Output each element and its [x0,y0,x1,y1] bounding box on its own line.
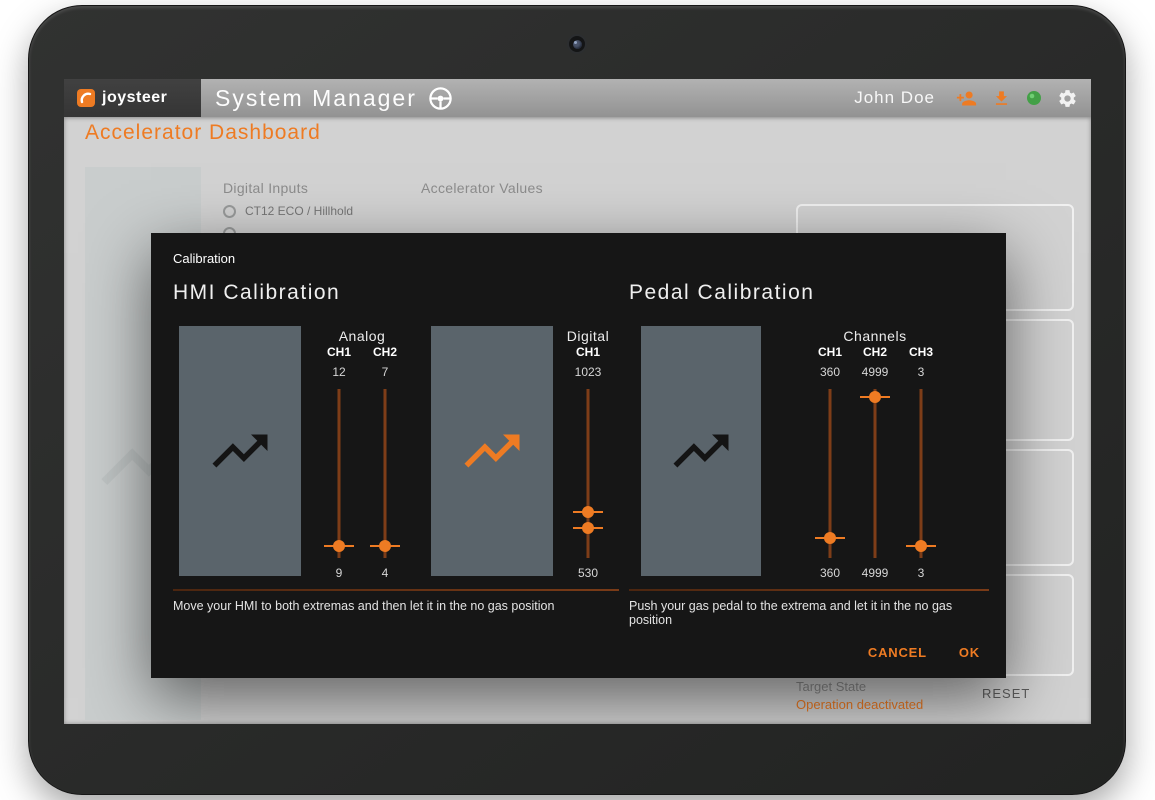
channel-pedal-ch2: CH2 4999 4999 [843,344,907,581]
trend-icon [101,435,185,485]
channel-current-value: 4999 [861,566,889,580]
steering-wheel-icon [429,86,452,110]
channels-group-label: Channels [843,328,907,344]
slider-track [873,389,877,558]
channel-max-value: 12 [332,365,346,379]
slider-track [919,389,923,558]
slider-track [337,389,341,558]
channel-name: CH1 [817,345,842,359]
radio-icon[interactable] [223,204,236,218]
slider-digital-ch1[interactable] [571,389,605,558]
screen: joysteer System Manager John Doe [64,79,1091,724]
channel-max-value: 360 [819,365,841,379]
channel-name: CH2 [862,345,887,359]
camera-icon [567,34,587,54]
channel-name: CH3 [908,345,933,359]
channel-current-value: 9 [335,566,343,580]
pedal-divider [629,589,989,591]
digital-inputs-label: Digital Inputs [223,180,309,196]
app-title: System Manager [215,84,417,111]
channel-current-value: 360 [819,566,841,580]
connection-status-icon[interactable] [1026,90,1042,106]
app-title-area: System Manager [215,79,854,117]
dialog-title: Calibration [173,251,236,266]
channel-digital-ch1: CH1 1023 530 [556,344,620,581]
hmi-divider [173,589,619,591]
reset-button[interactable]: RESET [982,686,1031,701]
slider-thumb[interactable] [824,531,836,544]
slider-thumb[interactable] [379,540,391,553]
calibration-dialog: Calibration HMI Calibration Pedal Calibr… [151,233,1006,678]
hmi-instruction: Move your HMI to both extremas and then … [173,599,555,613]
channel-max-value: 7 [381,365,389,379]
app-bar: joysteer System Manager John Doe [64,79,1091,117]
channel-name: CH1 [326,345,351,359]
channel-max-value: 3 [917,365,925,379]
pedal-instruction: Push your gas pedal to the extrema and l… [629,599,953,627]
channel-current-value: 530 [577,566,599,580]
download-icon[interactable] [992,89,1011,108]
settings-gear-icon[interactable] [1057,88,1078,109]
slider-track [586,389,590,558]
accelerator-values-label: Accelerator Values [421,180,543,196]
pedal-preview-panel [641,326,761,576]
hmi-digital-preview-panel [431,326,553,576]
channel-hmi-ch1: CH1 12 9 [307,344,371,581]
hmi-analog-preview-panel [179,326,301,576]
channel-name: CH1 [575,345,600,359]
channel-current-value: 3 [917,566,925,580]
radio-label: CT12 ECO / Hillhold [245,204,354,218]
slider-track [828,389,832,558]
add-user-icon[interactable] [956,88,977,109]
trend-up-icon [212,434,268,468]
trend-up-icon-active [464,434,520,468]
slider-hmi-ch1[interactable] [322,389,356,558]
joysteer-logo-icon [77,89,95,107]
slider-track [383,389,387,558]
slider-thumb-upper[interactable] [582,506,594,519]
channel-pedal-ch1: CH1 360 360 [798,344,862,581]
trend-up-icon [673,434,729,468]
channel-max-value: 1023 [574,365,602,379]
joysteer-logo: joysteer [64,79,201,117]
slider-hmi-ch2[interactable] [368,389,402,558]
target-state-value: Operation deactivated [796,697,924,712]
page-title: Accelerator Dashboard [85,121,321,144]
slider-thumb[interactable] [869,391,881,404]
channel-name: CH2 [372,345,397,359]
tablet-frame: joysteer System Manager John Doe [28,5,1126,795]
slider-pedal-ch2[interactable] [858,389,892,558]
analog-group-label: Analog [338,328,386,344]
user-name: John Doe [854,88,935,107]
target-state-label: Target State [796,679,867,694]
slider-thumb[interactable] [915,540,927,553]
slider-pedal-ch3[interactable] [904,389,938,558]
pedal-calibration-heading: Pedal Calibration [629,281,815,304]
slider-thumb-lower[interactable] [582,521,594,534]
logo-text: joysteer [102,89,168,106]
dialog-actions: CANCEL OK [868,645,980,660]
hmi-calibration-heading: HMI Calibration [173,281,341,304]
slider-thumb[interactable] [333,540,345,553]
digital-group-label: Digital [566,328,610,344]
ok-button[interactable]: OK [958,645,980,660]
channel-current-value: 4 [381,566,389,580]
cancel-button[interactable]: CANCEL [867,645,927,660]
channel-max-value: 4999 [861,365,889,379]
app-bar-actions: John Doe [854,79,1091,117]
radio-option-ct12[interactable]: CT12 ECO / Hillhold [223,204,353,218]
channel-pedal-ch3: CH3 3 3 [889,344,953,581]
slider-pedal-ch1[interactable] [813,389,847,558]
camera-lens [572,39,582,49]
channel-hmi-ch2: CH2 7 4 [353,344,417,581]
